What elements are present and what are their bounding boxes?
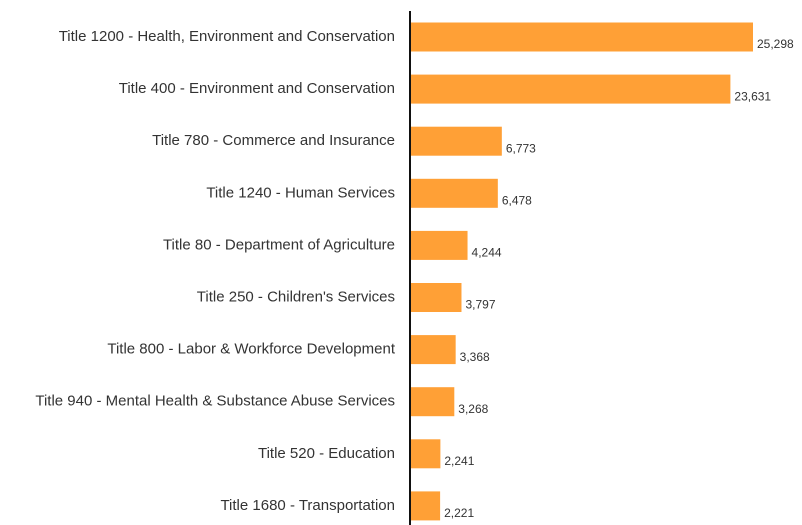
bar — [410, 387, 455, 417]
category-labels-group: Title 1200 - Health, Environment and Con… — [35, 28, 395, 514]
bar — [410, 283, 462, 312]
bar — [410, 126, 502, 156]
bar — [410, 230, 468, 260]
category-label: Title 1680 - Transportation — [220, 497, 395, 514]
category-label: Title 400 - Environment and Conservation — [119, 80, 395, 97]
bar — [410, 74, 731, 104]
value-labels-group: 25,298 23,631 6,773 6,478 4,244 3,797 3,368 3,2… — [444, 37, 794, 520]
category-label: Title 1240 - Human Services — [206, 184, 395, 201]
value-label: 25,298 — [757, 37, 794, 51]
value-label: 23,631 — [734, 89, 771, 103]
value-label: 3,268 — [458, 402, 488, 416]
bar — [410, 491, 441, 521]
value-label: 3,368 — [460, 350, 490, 364]
bar — [410, 335, 456, 365]
value-label: 6,773 — [506, 141, 536, 155]
category-label: Title 80 - Department of Agriculture — [163, 236, 395, 253]
category-label: Title 780 - Commerce and Insurance — [152, 132, 395, 149]
category-label: Title 520 - Education — [258, 445, 395, 462]
bar — [410, 178, 498, 208]
bar — [410, 22, 753, 52]
category-label: Title 800 - Labor & Workforce Developmen… — [107, 341, 395, 358]
bars-group — [410, 22, 753, 521]
value-label: 3,797 — [465, 298, 495, 312]
category-label: Title 1200 - Health, Environment and Con… — [59, 28, 395, 45]
value-label: 6,478 — [502, 193, 532, 207]
value-label: 2,241 — [444, 454, 474, 468]
category-label: Title 940 - Mental Health & Substance Ab… — [35, 393, 395, 410]
bar — [410, 439, 441, 469]
value-label: 2,221 — [444, 506, 474, 520]
category-label: Title 250 - Children's Services — [197, 288, 395, 305]
value-label: 4,244 — [472, 246, 502, 260]
